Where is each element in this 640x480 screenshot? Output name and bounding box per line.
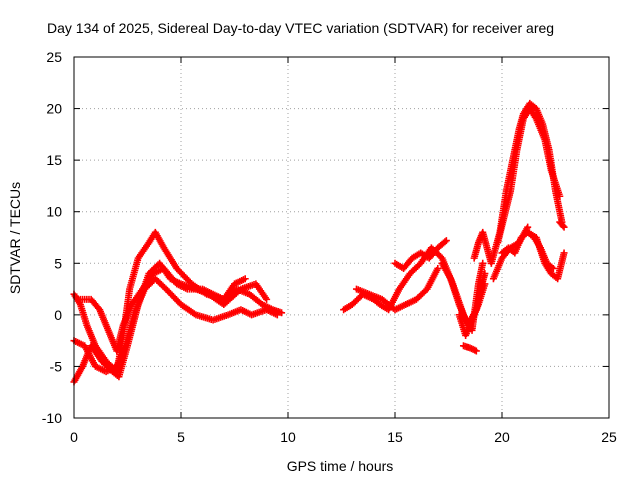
y-tick-label: 25 (46, 49, 62, 65)
data-point (481, 270, 489, 278)
series-track-6 (352, 264, 442, 314)
x-tick-label: 15 (387, 429, 403, 445)
axis-ticks: 0 5 10 15 20 25 -10 -5 0 5 10 15 20 25 (42, 49, 617, 445)
plot-frame (73, 56, 610, 419)
series-track-3 (70, 275, 281, 376)
data-point (556, 192, 564, 200)
data-points (70, 99, 568, 386)
data-point (524, 223, 532, 231)
series-track-13 (494, 105, 564, 247)
series-track-10 (459, 342, 480, 355)
series-track-9 (455, 280, 489, 339)
series-track-16 (489, 223, 532, 283)
data-point (278, 309, 286, 317)
y-tick-label: 20 (46, 101, 62, 117)
x-tick-label: 10 (280, 429, 296, 445)
series-track-17 (556, 218, 568, 231)
x-tick-label: 20 (494, 429, 510, 445)
y-tick-label: -5 (50, 358, 63, 374)
x-tick-label: 5 (177, 429, 185, 445)
data-point (481, 280, 489, 288)
chart-title: Day 134 of 2025, Sidereal Day-to-day VTE… (47, 20, 554, 36)
data-point (479, 259, 487, 267)
data-point (559, 222, 567, 230)
y-tick-label: 0 (54, 307, 62, 323)
data-point (273, 311, 281, 319)
x-tick-label: 0 (70, 429, 78, 445)
x-tick-label: 25 (601, 429, 617, 445)
data-point (560, 249, 568, 257)
series-track-15 (524, 228, 568, 283)
series-track-4 (74, 264, 249, 355)
y-axis-label: SDTVAR / TECUs (7, 182, 23, 294)
y-tick-label: -10 (42, 410, 62, 426)
x-axis-label: GPS time / hours (287, 458, 394, 474)
data-point (442, 237, 450, 245)
data-point (263, 295, 271, 303)
data-point (241, 275, 249, 283)
y-tick-label: 15 (46, 152, 62, 168)
data-point (560, 223, 568, 231)
y-tick-label: 10 (46, 204, 62, 220)
data-point (434, 264, 442, 272)
data-point (441, 238, 449, 246)
y-tick-label: 5 (54, 255, 62, 271)
data-point (472, 347, 480, 355)
series-track-7 (391, 237, 450, 272)
